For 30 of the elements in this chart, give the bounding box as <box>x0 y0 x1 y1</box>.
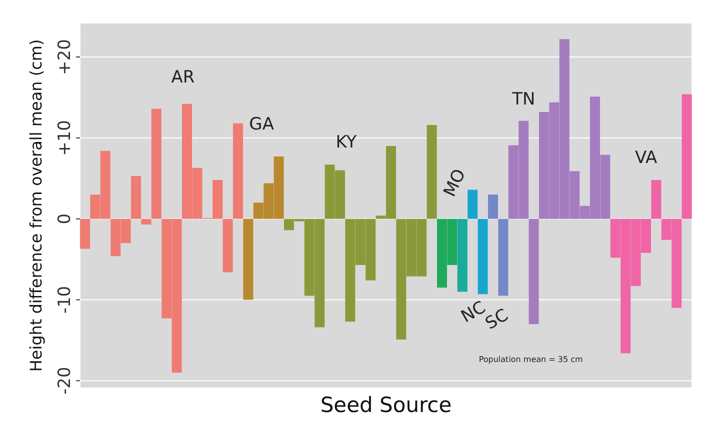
bar <box>457 218 468 292</box>
bar <box>426 124 437 219</box>
y-tick-label: -10 <box>55 286 75 314</box>
bar <box>222 218 233 272</box>
annotation: MO <box>440 166 470 200</box>
y-tick-label: -20 <box>55 366 75 395</box>
bar <box>682 94 692 219</box>
bar <box>80 218 90 249</box>
annotation: TN <box>511 90 536 110</box>
annotation: Population mean = 35 cm <box>478 354 584 364</box>
bar <box>468 190 478 219</box>
y-axis-title: Height difference from overall mean (cm) <box>26 39 46 372</box>
bar <box>478 218 488 294</box>
bar <box>141 218 152 225</box>
x-axis-title: Seed Source <box>320 393 452 417</box>
annotation: VA <box>635 148 658 168</box>
y-tick-label: +20 <box>55 39 75 75</box>
bar <box>243 218 254 300</box>
annotation: AR <box>171 68 195 88</box>
bar <box>233 123 243 219</box>
bar <box>488 194 498 219</box>
bar <box>131 176 141 219</box>
bar <box>651 180 662 219</box>
y-tick-label: +10 <box>55 120 75 156</box>
annotation: KY <box>336 132 358 152</box>
bar <box>151 108 162 219</box>
bar <box>528 218 539 324</box>
annotation: GA <box>249 114 274 135</box>
bar <box>498 218 508 296</box>
y-tick-label: 0 <box>55 213 75 224</box>
